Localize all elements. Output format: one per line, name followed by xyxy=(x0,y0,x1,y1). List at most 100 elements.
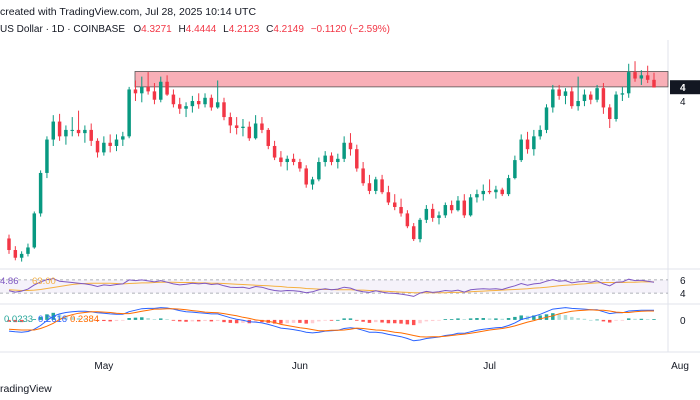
rsi-line xyxy=(8,278,655,297)
close-value: 4.2149 xyxy=(273,24,304,35)
candle-Jun 17 xyxy=(399,198,403,217)
candle-May 12 xyxy=(171,89,176,108)
candle-body xyxy=(392,202,397,207)
candle-Jul 8 xyxy=(532,129,536,156)
rsi-ma-value-label: 63.00 xyxy=(32,276,56,287)
candle-body xyxy=(336,158,340,163)
candle-body xyxy=(506,178,511,195)
macd-histogram-bar xyxy=(399,319,403,324)
macd-histogram-bar xyxy=(253,319,258,323)
candle-body xyxy=(304,168,308,185)
macd-histogram-bar xyxy=(95,319,100,322)
macd-histogram-bar xyxy=(487,318,492,320)
candle-body xyxy=(348,142,353,150)
candle-Jun 8 xyxy=(342,136,346,163)
candle-Jul 22 xyxy=(620,86,625,102)
candle-body xyxy=(266,129,271,146)
macd-histogram-bar xyxy=(304,319,308,324)
last-price-label: 4 xyxy=(680,83,686,94)
candle-body xyxy=(209,97,214,108)
candle-body xyxy=(374,179,378,191)
macd-histogram-bar xyxy=(165,319,169,320)
candle-body xyxy=(203,97,207,105)
candle-Apr 22 xyxy=(45,136,49,179)
macd-histogram-bar xyxy=(380,319,384,323)
macd-histogram-bar xyxy=(620,319,625,321)
macd-value: 0.2616 xyxy=(38,314,67,325)
candle-Apr 20 xyxy=(32,211,37,249)
macd-histogram-bar xyxy=(589,319,593,321)
candle-May 16 xyxy=(196,93,201,109)
candle-Apr 27 xyxy=(76,110,81,137)
candle-body xyxy=(411,226,416,240)
signal-line xyxy=(8,308,654,338)
macd-histogram-bar xyxy=(159,318,163,320)
candle-body xyxy=(355,149,359,169)
macd-histogram-bar xyxy=(652,319,656,320)
candle-Apr 18 xyxy=(19,251,24,262)
candle-body xyxy=(171,94,176,105)
candle-body xyxy=(57,121,62,137)
candle-Jun 10 xyxy=(355,144,359,172)
candle-Apr 29 xyxy=(89,123,93,146)
candle-May 15 xyxy=(190,95,195,113)
macd-histogram-bar xyxy=(222,319,226,323)
candle-body xyxy=(519,139,523,161)
macd-histogram-bar xyxy=(614,319,618,321)
candle-body xyxy=(146,86,150,92)
candle-May 21 xyxy=(228,112,233,134)
macd-histogram-bar xyxy=(140,317,144,320)
candle-May 25 xyxy=(253,115,258,140)
candle-Jun 30 xyxy=(481,184,486,201)
macd-histogram-bar xyxy=(462,319,467,320)
macd-histogram-bar xyxy=(26,319,30,322)
candle-body xyxy=(614,94,618,119)
candle-Jul 2 xyxy=(494,185,498,199)
macd-histogram-bar xyxy=(500,318,504,320)
candle-body xyxy=(532,136,536,150)
candle-Jun 2 xyxy=(304,165,308,188)
low-value: 4.2123 xyxy=(228,24,260,35)
candle-body xyxy=(481,190,486,195)
candle-body xyxy=(102,142,106,153)
candle-body xyxy=(633,72,637,79)
candle-body xyxy=(475,194,479,198)
candle-body xyxy=(291,158,296,163)
macd-tick-label: 0 xyxy=(680,316,686,327)
candle-Apr 21 xyxy=(38,170,43,217)
signal-value: 0.2384 xyxy=(70,314,99,325)
macd-histogram-bar xyxy=(601,319,606,322)
macd-histogram-bar xyxy=(7,319,11,322)
candle-Jun 15 xyxy=(386,185,391,206)
candle-May 11 xyxy=(165,75,169,96)
macd-histogram-bar xyxy=(468,318,473,320)
macd-histogram-bar xyxy=(32,319,37,320)
candle-May 13 xyxy=(177,97,182,114)
macd-histogram-bar xyxy=(405,319,410,325)
candle-Apr 23 xyxy=(51,115,56,146)
candle-body xyxy=(367,183,372,191)
low-label: L xyxy=(223,24,229,35)
macd-histogram-bar xyxy=(355,319,359,321)
candle-Jun 18 xyxy=(405,210,410,229)
candle-May 6 xyxy=(133,80,138,102)
macd-histogram-bar xyxy=(626,318,631,320)
candle-body xyxy=(298,162,302,169)
candle-Jun 11 xyxy=(361,162,365,186)
macd-histogram-bar xyxy=(196,319,201,322)
candle-Apr 30 xyxy=(95,138,100,158)
candle-body xyxy=(557,89,561,96)
macd-histogram-bar xyxy=(234,319,239,324)
candle-May 2 xyxy=(108,134,112,153)
candle-body xyxy=(462,200,467,216)
candle-Jun 5 xyxy=(323,151,327,167)
candle-Jun 29 xyxy=(475,189,479,203)
candle-body xyxy=(260,123,264,130)
macd-histogram-bar xyxy=(177,319,182,322)
candle-May 19 xyxy=(215,80,220,109)
candle-body xyxy=(317,162,321,180)
candle-Jul 19 xyxy=(601,83,606,114)
candle-body xyxy=(570,91,574,107)
candle-May 29 xyxy=(279,151,283,167)
